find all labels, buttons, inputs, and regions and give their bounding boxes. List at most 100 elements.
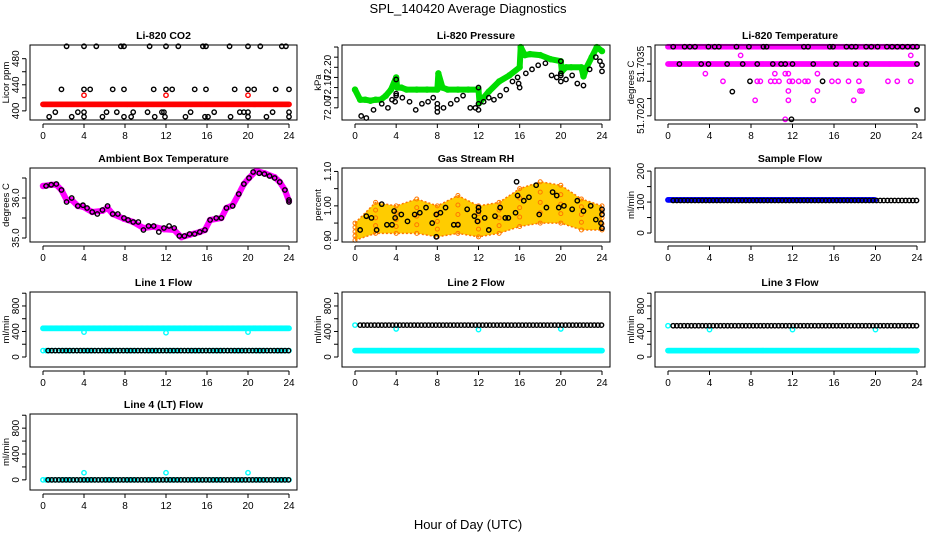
y-tick-label: 400 <box>11 102 22 119</box>
data-point <box>373 199 379 205</box>
plot-frame <box>29 44 298 121</box>
data-point <box>150 223 157 229</box>
data-point <box>862 197 869 204</box>
data-point <box>768 322 775 329</box>
data-point <box>804 197 811 204</box>
data-point <box>877 197 884 204</box>
data-point <box>502 215 509 221</box>
data-point <box>497 204 504 211</box>
data-point <box>274 476 281 483</box>
data-point <box>599 62 605 69</box>
data-point <box>557 78 564 85</box>
data-point <box>598 47 606 55</box>
data-point <box>109 347 116 354</box>
data-point <box>681 197 687 204</box>
data-point <box>73 347 80 354</box>
data-point <box>63 476 69 483</box>
data-point <box>586 66 593 73</box>
data-point <box>414 222 420 228</box>
data-point <box>724 322 731 329</box>
data-point <box>566 322 572 328</box>
panel-9: Line 4 (LT) Flow ml/min 0 4 8 12 16 20 24 0 400 800 <box>1 399 298 512</box>
data-point <box>264 347 270 354</box>
data-point <box>465 86 472 93</box>
data-point <box>149 476 156 483</box>
data-point <box>757 322 764 329</box>
x-tick-label: 16 <box>828 378 840 389</box>
x-axis: 0 4 8 12 16 20 24 <box>665 123 923 142</box>
data-point <box>837 322 844 329</box>
data-point <box>721 322 727 329</box>
data-point <box>99 476 105 483</box>
data-point <box>285 347 292 354</box>
data-point <box>504 322 511 328</box>
data-point <box>710 322 717 329</box>
y-tick-label: 400 <box>11 323 22 340</box>
data-point <box>830 197 836 204</box>
x-axis: 0 4 8 12 16 20 24 <box>352 123 608 142</box>
x-tick-label: 24 <box>283 501 295 512</box>
data-point <box>81 347 87 354</box>
data-point <box>77 476 84 483</box>
x-tick-label: 0 <box>40 501 46 512</box>
x-tick-label: 12 <box>473 131 485 142</box>
data-point <box>81 113 87 120</box>
data-point <box>245 469 251 476</box>
data-point <box>121 43 127 50</box>
data-point <box>728 322 735 329</box>
data-point <box>713 322 720 329</box>
data-point <box>455 202 461 208</box>
data-point <box>684 197 691 204</box>
data-point <box>393 203 399 209</box>
data-point <box>789 61 796 67</box>
data-point <box>771 322 778 329</box>
data-point <box>810 97 817 104</box>
y-tick-label: 400 <box>323 323 334 340</box>
data-point <box>55 476 62 483</box>
data-point <box>699 197 706 204</box>
data-point <box>891 197 898 204</box>
data-point <box>706 197 713 204</box>
series-1 <box>670 197 920 204</box>
data-point <box>455 230 461 236</box>
x-tick-label: 12 <box>160 131 172 142</box>
x-tick-label: 0 <box>352 378 358 389</box>
data-point <box>352 220 358 226</box>
data-point <box>857 88 863 94</box>
series-1 <box>81 329 251 336</box>
data-point <box>63 43 70 50</box>
data-point <box>490 322 497 328</box>
series-1 <box>81 469 251 476</box>
data-point <box>435 70 442 77</box>
data-point <box>592 54 599 61</box>
data-point <box>357 227 364 233</box>
data-point <box>833 322 840 329</box>
data-point <box>702 70 709 77</box>
data-point <box>455 193 461 199</box>
plot-frame <box>341 167 611 243</box>
data-point <box>205 113 211 120</box>
data-point <box>163 92 169 99</box>
y-tick-label: 0 <box>323 354 334 360</box>
data-point <box>185 476 191 483</box>
data-point <box>481 215 488 221</box>
data-point <box>53 181 60 187</box>
data-point <box>246 476 252 483</box>
x-tick-label: 20 <box>555 253 567 264</box>
data-point <box>162 113 168 120</box>
panel-4: Gas Stream RH percent 0 4 8 12 16 20 24 0.90 1.00 1… <box>313 153 611 264</box>
x-tick-label: 20 <box>870 378 882 389</box>
data-point <box>416 209 423 216</box>
data-point <box>271 347 278 354</box>
data-point <box>406 98 413 105</box>
data-point <box>109 476 116 483</box>
data-point <box>486 322 493 328</box>
data-point <box>229 203 236 209</box>
data-point <box>120 476 127 483</box>
data-point <box>91 347 98 354</box>
data-point <box>802 78 808 85</box>
data-point <box>264 476 270 483</box>
data-point <box>418 322 425 328</box>
data-point <box>476 234 481 240</box>
series-2 <box>702 52 914 123</box>
